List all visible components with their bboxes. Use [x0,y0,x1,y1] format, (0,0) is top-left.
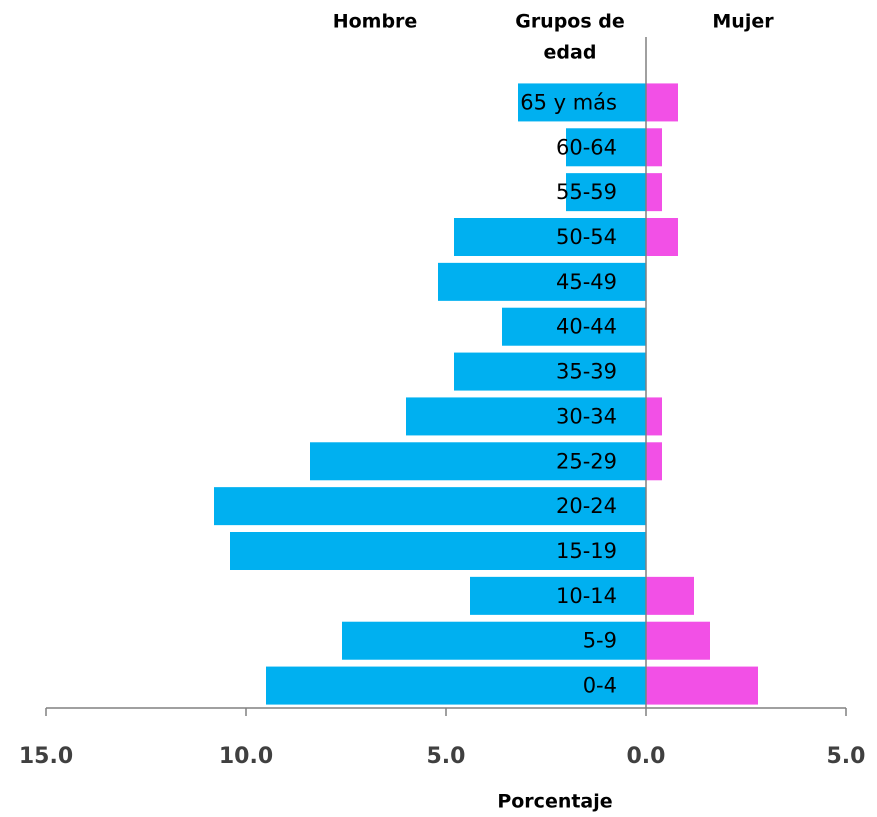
category-label: 35-39 [556,360,617,384]
bar [646,621,710,660]
header-center: edad [544,42,597,64]
x-tick-label: 15.0 [19,744,73,769]
bar [470,576,646,615]
x-axis-label: Porcentaje [497,791,612,813]
category-label: 60-64 [556,135,617,159]
x-tick-label: 0.0 [627,744,666,769]
bar [566,128,646,167]
category-label: 0-4 [583,674,617,698]
x-tick-label: 5.0 [427,744,466,769]
bar [438,262,646,301]
bar [646,576,694,615]
bar [646,218,678,256]
header-center: Grupos de [515,11,625,33]
category-label: 45-49 [556,270,617,294]
bar [230,532,646,570]
category-label: 15-19 [556,539,617,563]
bar [646,83,678,122]
bar [406,397,646,436]
category-label: 65 y más [520,90,617,114]
category-label: 25-29 [556,449,617,473]
category-label: 10-14 [556,584,617,608]
category-label: 55-59 [556,180,617,204]
header-left: Hombre [333,11,418,33]
bar [266,666,646,705]
bar [310,442,646,481]
category-label: 50-54 [556,225,617,249]
bar [646,442,662,481]
bar [646,666,758,705]
category-label: 20-24 [556,494,617,518]
category-label: 5-9 [583,629,617,653]
bar [342,621,646,660]
bar [518,83,646,122]
x-tick-label: 5.0 [827,744,866,769]
x-tick-label: 10.0 [219,744,273,769]
bar [646,397,662,436]
header-right: Mujer [712,11,774,33]
category-label: 30-34 [556,404,617,428]
bar [454,352,646,391]
bar [454,218,646,256]
bar [502,307,646,346]
category-label: 40-44 [556,315,617,339]
bar [566,173,646,212]
bar [214,487,646,526]
bar [646,128,662,167]
bar [646,173,662,212]
